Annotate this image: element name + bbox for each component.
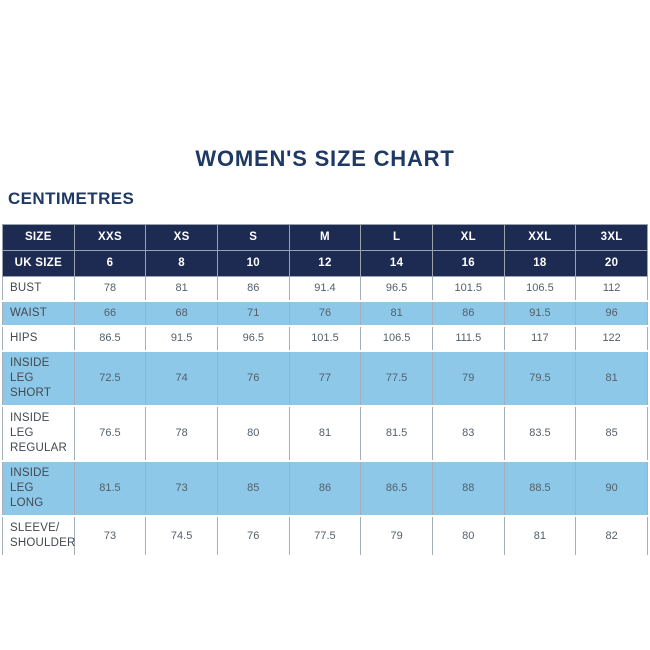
header-value-cell: XXS (73, 224, 147, 251)
size-table-head: SIZE XXS XS S M L XL XXL 3XL UK SIZE 6 8 10 12 14 16 18 2… (2, 224, 648, 277)
table-row: INSIDE LEG REGULAR 76.5 78 80 81 81.5 83 83.5 85 (2, 405, 648, 462)
value-cell: 101.5 (288, 325, 362, 352)
table-row: HIPS 86.5 91.5 96.5 101.5 106.5 111.5 117 122 (2, 325, 648, 352)
value-cell: 91.5 (503, 300, 577, 327)
header-row-label: SIZE (2, 224, 75, 251)
value-cell: 79 (431, 350, 505, 407)
value-cell: 81 (575, 350, 648, 407)
value-cell: 77.5 (360, 350, 433, 407)
value-cell: 85 (216, 460, 290, 517)
value-cell: 66 (73, 300, 147, 327)
value-cell: 74 (145, 350, 218, 407)
header-row-label: UK SIZE (2, 250, 75, 277)
row-label: WAIST (2, 300, 75, 327)
value-cell: 78 (73, 276, 147, 302)
value-cell: 91.5 (145, 325, 218, 352)
header-row: UK SIZE 6 8 10 12 14 16 18 20 (2, 250, 648, 277)
header-value-cell: S (216, 224, 290, 251)
table-row: WAIST 66 68 71 76 81 86 91.5 96 (2, 300, 648, 327)
row-label: BUST (2, 276, 75, 302)
value-cell: 73 (73, 515, 147, 557)
value-cell: 106.5 (360, 325, 433, 352)
value-cell: 76 (216, 350, 290, 407)
header-value-cell: 18 (503, 250, 577, 277)
value-cell: 83.5 (503, 405, 577, 462)
value-cell: 86 (431, 300, 505, 327)
table-row: SLEEVE/ SHOULDER 73 74.5 76 77.5 79 80 81 82 (2, 515, 648, 557)
value-cell: 90 (575, 460, 648, 517)
value-cell: 76 (216, 515, 290, 557)
value-cell: 88 (431, 460, 505, 517)
units-label: CENTIMETRES (8, 189, 135, 208)
header-value-cell: 16 (431, 250, 505, 277)
header-value-cell: XS (145, 224, 218, 251)
value-cell: 78 (145, 405, 218, 462)
header-value-cell: XXL (503, 224, 577, 251)
value-cell: 77 (288, 350, 362, 407)
header-value-cell: L (360, 224, 433, 251)
value-cell: 96.5 (360, 276, 433, 302)
header-value-cell: 14 (360, 250, 433, 277)
value-cell: 71 (216, 300, 290, 327)
header-value-cell: XL (431, 224, 505, 251)
value-cell: 73 (145, 460, 218, 517)
value-cell: 83 (431, 405, 505, 462)
value-cell: 88.5 (503, 460, 577, 517)
value-cell: 79.5 (503, 350, 577, 407)
value-cell: 112 (575, 276, 648, 302)
value-cell: 80 (431, 515, 505, 557)
value-cell: 76 (288, 300, 362, 327)
value-cell: 72.5 (73, 350, 147, 407)
value-cell: 81 (360, 300, 433, 327)
value-cell: 122 (575, 325, 648, 352)
value-cell: 77.5 (288, 515, 362, 557)
value-cell: 85 (575, 405, 648, 462)
value-cell: 81.5 (73, 460, 147, 517)
value-cell: 86 (288, 460, 362, 517)
page-title: WOMEN'S SIZE CHART (195, 146, 455, 171)
row-label: SLEEVE/ SHOULDER (2, 515, 75, 557)
size-table-body: BUST 78 81 86 91.4 96.5 101.5 106.5 112 WAIST 66 68… (2, 276, 648, 557)
value-cell: 68 (145, 300, 218, 327)
value-cell: 111.5 (431, 325, 505, 352)
value-cell: 82 (575, 515, 648, 557)
value-cell: 91.4 (288, 276, 362, 302)
header-value-cell: M (288, 224, 362, 251)
header-value-cell: 12 (288, 250, 362, 277)
value-cell: 86 (216, 276, 290, 302)
row-label: INSIDE LEG REGULAR (2, 405, 75, 462)
value-cell: 106.5 (503, 276, 577, 302)
header-value-cell: 8 (145, 250, 218, 277)
table-row: INSIDE LEG SHORT 72.5 74 76 77 77.5 79 79.5 81 (2, 350, 648, 407)
table-row: INSIDE LEG LONG 81.5 73 85 86 86.5 88 88.5 90 (2, 460, 648, 517)
value-cell: 101.5 (431, 276, 505, 302)
value-cell: 117 (503, 325, 577, 352)
size-table: SIZE XXS XS S M L XL XXL 3XL UK SIZE 6 8 10 12 14 16 18 2… (2, 224, 648, 557)
value-cell: 81 (145, 276, 218, 302)
value-cell: 79 (360, 515, 433, 557)
table-row: BUST 78 81 86 91.4 96.5 101.5 106.5 112 (2, 276, 648, 302)
row-label: INSIDE LEG SHORT (2, 350, 75, 407)
header-value-cell: 20 (575, 250, 648, 277)
row-label: HIPS (2, 325, 75, 352)
value-cell: 74.5 (145, 515, 218, 557)
header-value-cell: 10 (216, 250, 290, 277)
value-cell: 76.5 (73, 405, 147, 462)
value-cell: 86.5 (360, 460, 433, 517)
value-cell: 81 (288, 405, 362, 462)
value-cell: 81 (503, 515, 577, 557)
value-cell: 81.5 (360, 405, 433, 462)
value-cell: 96 (575, 300, 648, 327)
value-cell: 86.5 (73, 325, 147, 352)
header-value-cell: 6 (73, 250, 147, 277)
value-cell: 80 (216, 405, 290, 462)
value-cell: 96.5 (216, 325, 290, 352)
header-row: SIZE XXS XS S M L XL XXL 3XL (2, 224, 648, 251)
header-value-cell: 3XL (575, 224, 648, 251)
row-label: INSIDE LEG LONG (2, 460, 75, 517)
